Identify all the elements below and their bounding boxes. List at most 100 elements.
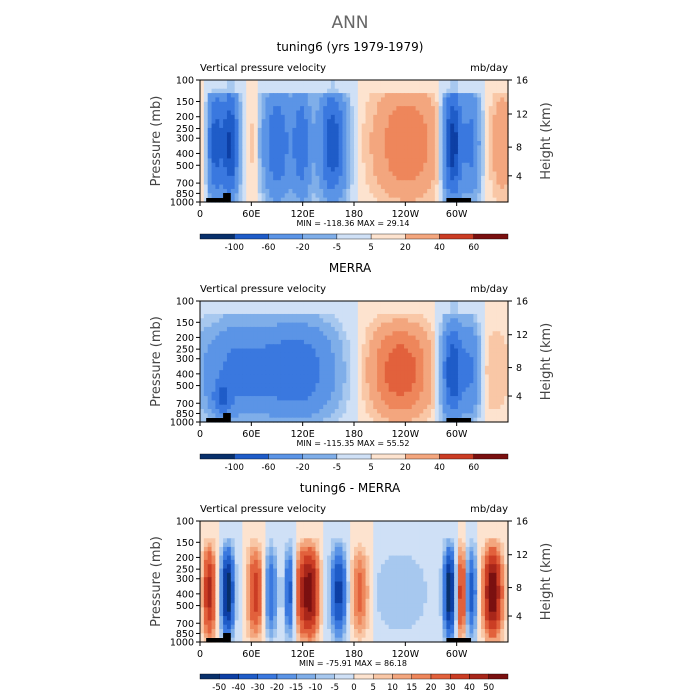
heatmap-cell bbox=[438, 417, 444, 423]
heatmap-cell bbox=[338, 84, 344, 90]
heatmap-cell bbox=[427, 413, 432, 419]
heatmap-cell bbox=[200, 387, 205, 393]
heatmap-cell bbox=[419, 197, 424, 203]
heatmap-cell bbox=[230, 361, 236, 367]
heatmap-cell bbox=[277, 374, 282, 380]
heatmap-cell bbox=[300, 322, 305, 328]
heatmap-cell bbox=[492, 352, 498, 358]
heatmap-cell bbox=[438, 97, 444, 103]
heatmap-cell bbox=[380, 101, 386, 107]
heatmap-cell bbox=[369, 106, 374, 112]
heatmap-cell bbox=[207, 84, 213, 90]
heatmap-cell bbox=[396, 309, 401, 315]
heatmap-cell bbox=[219, 335, 224, 341]
heatmap-cell bbox=[438, 348, 444, 354]
heatmap-cell bbox=[273, 171, 278, 177]
heatmap-cell bbox=[350, 335, 355, 341]
heatmap-cell bbox=[392, 404, 397, 410]
heatmap-cell bbox=[203, 400, 209, 406]
heatmap-cell bbox=[319, 318, 324, 324]
heatmap-cell bbox=[219, 114, 224, 120]
heatmap-cell bbox=[346, 175, 351, 181]
heatmap-cell bbox=[246, 361, 251, 367]
heatmap-cell bbox=[253, 529, 259, 535]
heatmap-cell bbox=[215, 400, 220, 406]
heatmap-cell bbox=[450, 80, 455, 85]
heatmap-cell bbox=[284, 318, 290, 324]
heatmap-cell bbox=[469, 318, 474, 324]
heatmap-cell bbox=[427, 188, 432, 194]
heatmap-cell bbox=[257, 344, 263, 350]
heatmap-cell bbox=[423, 529, 428, 535]
heatmap-cell bbox=[288, 132, 293, 138]
heatmap-cell bbox=[330, 361, 336, 367]
heatmap-cell bbox=[215, 80, 220, 85]
heatmap-cell bbox=[500, 318, 505, 324]
heatmap-cell bbox=[319, 305, 324, 311]
heatmap-cell bbox=[404, 110, 409, 116]
panel-left-label: Vertical pressure velocity bbox=[200, 63, 326, 74]
heatmap-cell bbox=[284, 331, 290, 337]
heatmap-cell bbox=[215, 365, 220, 371]
heatmap-cell bbox=[280, 145, 286, 151]
heatmap-cell bbox=[277, 188, 282, 194]
heatmap-cell bbox=[207, 141, 213, 146]
heatmap-cell bbox=[446, 409, 451, 414]
colorbar-label: -100 bbox=[225, 463, 244, 473]
heatmap-cell bbox=[273, 158, 278, 164]
heatmap-cell bbox=[342, 413, 347, 419]
heatmap-cell bbox=[292, 136, 297, 142]
heatmap-cell bbox=[215, 374, 220, 380]
heatmap-cell bbox=[354, 529, 359, 535]
heatmap-cell bbox=[319, 370, 324, 376]
heatmap-cell bbox=[223, 305, 228, 311]
heatmap-cell bbox=[477, 383, 482, 389]
heatmap-cell bbox=[207, 101, 213, 107]
heatmap-cell bbox=[423, 114, 428, 120]
heatmap-cell bbox=[334, 391, 340, 397]
heatmap-cell bbox=[253, 197, 259, 203]
heatmap-cell bbox=[354, 123, 359, 129]
heatmap-cell bbox=[427, 149, 432, 155]
heatmap-cell bbox=[269, 370, 274, 376]
heatmap-cell bbox=[346, 114, 351, 120]
heatmap-cell bbox=[438, 309, 444, 315]
heatmap-cell bbox=[388, 326, 394, 332]
heatmap-cell bbox=[442, 309, 447, 315]
heatmap-cell bbox=[207, 339, 213, 345]
heatmap-cell bbox=[369, 197, 374, 203]
heatmap-cell bbox=[400, 149, 405, 155]
heatmap-cell bbox=[357, 167, 363, 173]
heatmap-cell bbox=[203, 119, 209, 125]
heatmap-cell bbox=[215, 339, 220, 345]
heatmap-cell bbox=[219, 357, 224, 363]
heatmap-cell bbox=[411, 348, 417, 354]
heatmap-cell bbox=[261, 409, 267, 414]
heatmap-cell bbox=[215, 305, 220, 311]
heatmap-cell bbox=[273, 167, 278, 173]
heatmap-cell bbox=[484, 167, 490, 173]
heatmap-cell bbox=[215, 110, 220, 116]
heatmap-cell bbox=[219, 365, 224, 371]
heatmap-cell bbox=[365, 175, 370, 181]
heatmap-cell bbox=[215, 123, 220, 129]
heatmap-cell bbox=[250, 313, 255, 319]
heatmap-cell bbox=[327, 154, 332, 160]
heatmap-cell bbox=[350, 154, 355, 160]
y-tick-label: 500 bbox=[176, 381, 194, 392]
heatmap-cell bbox=[400, 119, 405, 125]
heatmap-cell bbox=[465, 119, 471, 125]
heatmap-cell bbox=[223, 309, 228, 315]
heatmap-cell bbox=[419, 335, 424, 341]
heatmap-cell bbox=[431, 110, 436, 116]
heatmap-cell bbox=[442, 331, 447, 337]
heatmap-cell bbox=[238, 357, 243, 363]
heatmap-cell bbox=[396, 145, 401, 151]
heatmap-cell bbox=[311, 383, 317, 389]
heatmap-cell bbox=[257, 538, 263, 544]
x-tick-label: 60W bbox=[446, 209, 468, 220]
heatmap-cell bbox=[446, 158, 451, 164]
heatmap-cell bbox=[269, 175, 274, 181]
heatmap-cell bbox=[354, 344, 359, 350]
heatmap-cell bbox=[246, 318, 251, 324]
